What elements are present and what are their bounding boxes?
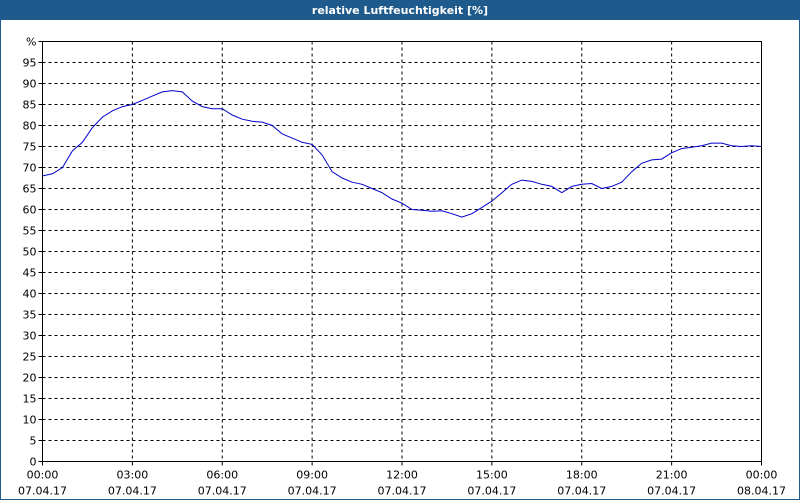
chart-title: relative Luftfeuchtigkeit [%] [1,1,799,20]
x-axis: 00:00 07.04.17 03:00 07.04.17 06:00 07.04.17 0… [18,461,786,498]
y-tick-label: 75 [23,141,37,154]
x-tick-time-label: 21:00 [656,469,688,482]
y-tick-label: 30 [23,330,37,343]
x-tick-date-label: 07.04.17 [647,485,696,498]
plot-border [42,41,762,462]
x-tick-time-label: 06:00 [206,469,238,482]
y-tick-label: 45 [23,267,37,280]
x-tick-date-label: 07.04.17 [198,485,247,498]
x-tick-time-label: 03:00 [117,469,149,482]
y-tick-label: 25 [23,351,37,364]
y-tick-label: 35 [23,309,37,322]
y-tick-label: 20 [23,372,37,385]
x-tick-date-label: 07.04.17 [108,485,157,498]
y-tick-label: 50 [23,246,37,259]
x-tick-date-label: 08.04.17 [737,485,786,498]
y-tick-label: 90 [23,78,37,91]
x-tick-time-label: 15:00 [476,469,508,482]
y-tick-label: 70 [23,162,37,175]
y-tick-label: 0 [30,456,37,469]
x-tick-time-label: 12:00 [386,469,418,482]
y-tick-label: 80 [23,120,37,133]
y-tick-label: 10 [23,414,37,427]
y-axis: 0 5 10 15 20 25 30 35 40 45 50 55 60 65 70 75 80 85 90 95% [23,36,43,469]
y-tick-label: 15 [23,393,37,406]
x-tick-date-label: 07.04.17 [378,485,427,498]
y-axis-unit-label: % [26,36,36,49]
x-tick-date-label: 07.04.17 [288,485,337,498]
x-tick-date-label: 07.04.17 [467,485,516,498]
humidity-series-line [42,90,762,218]
x-tick-time-label: 00:00 [746,469,778,482]
grid [42,41,762,462]
y-tick-label: 95 [23,57,37,70]
y-tick-label: 85 [23,99,37,112]
y-tick-label: 65 [23,183,37,196]
x-tick-date-label: 07.04.17 [18,485,67,498]
x-tick-time-label: 18:00 [566,469,598,482]
x-tick-time-label: 00:00 [27,469,59,482]
y-tick-label: 5 [30,435,37,448]
y-tick-label: 60 [23,204,37,217]
x-tick-date-label: 07.04.17 [557,485,606,498]
x-tick-time-label: 09:00 [296,469,328,482]
y-tick-label: 40 [23,288,37,301]
plot-area: 05101520253035404550556065707580859095% … [18,36,786,498]
y-tick-label: 55 [23,225,37,238]
